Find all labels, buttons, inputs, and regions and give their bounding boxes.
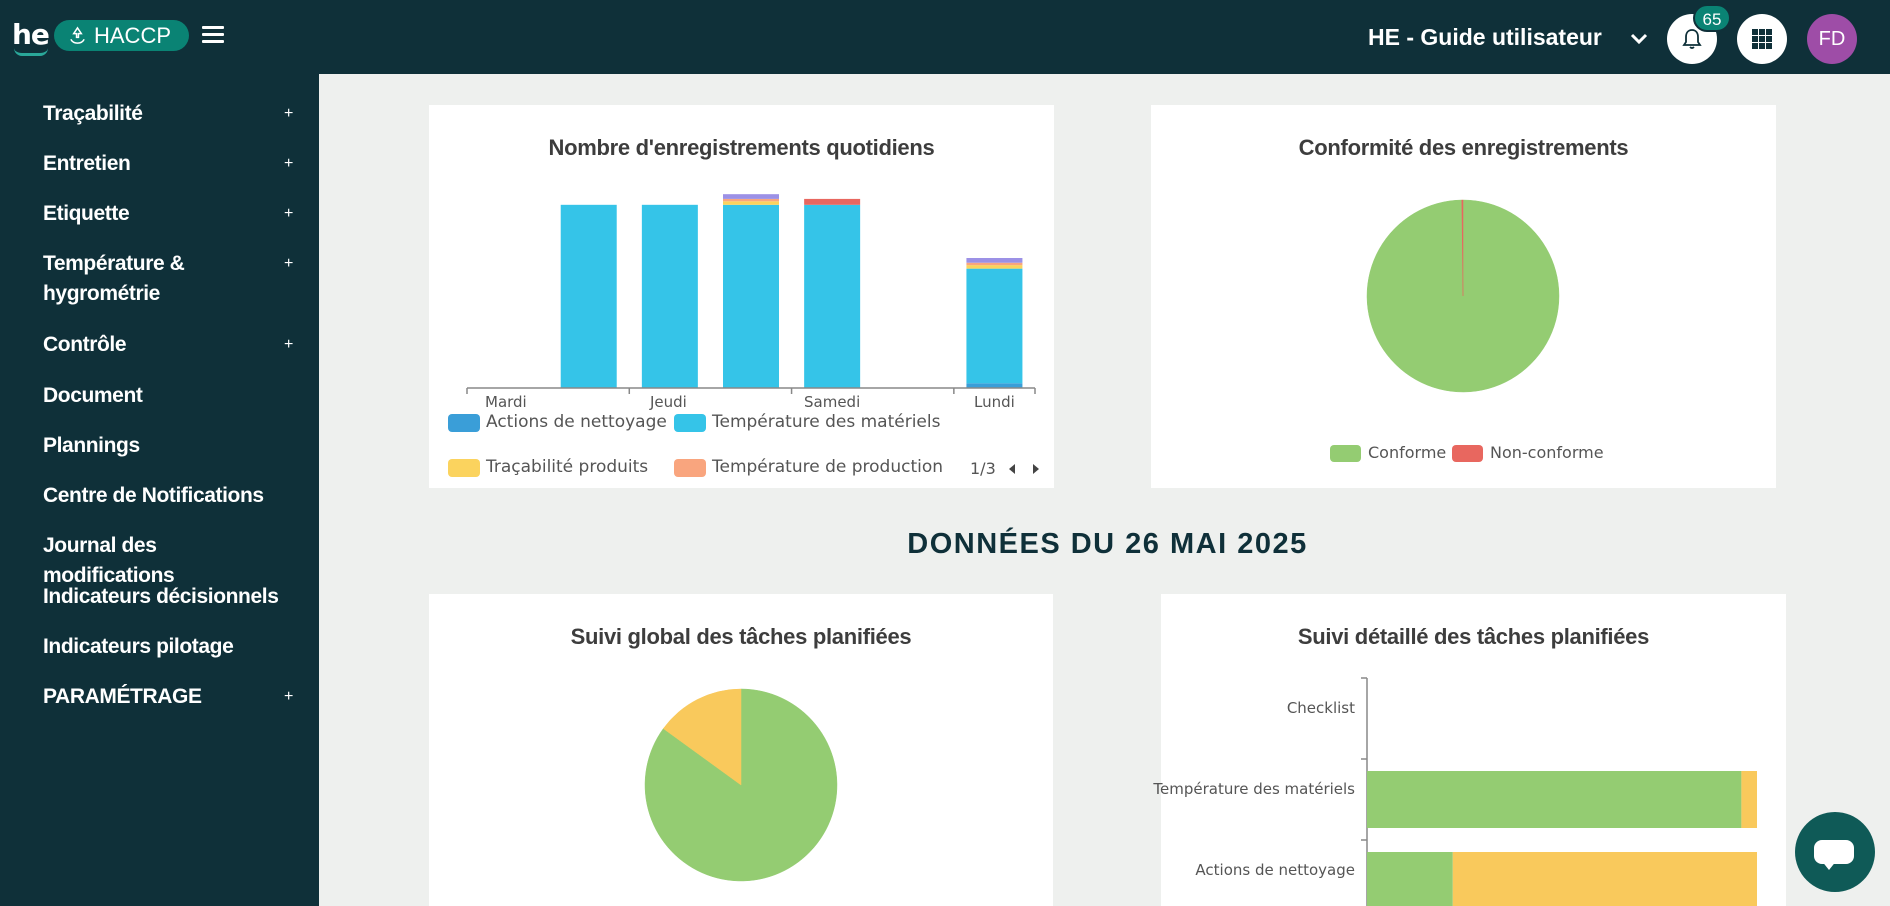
- bar-segment[interactable]: [804, 204, 861, 388]
- sidebar-item-notifications[interactable]: Centre de Notifications: [43, 484, 264, 507]
- tick-label: Mardi: [485, 393, 527, 411]
- chart-title: Conformité des enregistrements: [1298, 135, 1629, 160]
- chart-title: Suivi global des tâches planifiées: [570, 624, 912, 649]
- chat-button[interactable]: [1795, 812, 1875, 892]
- section-heading: DONNÉES DU 26 MAI 2025: [907, 528, 1308, 560]
- global-tasks-pie-chart: [644, 688, 838, 882]
- expand-plus-icon[interactable]: +: [284, 336, 293, 353]
- global-tasks-card: Suivi global des tâches planifiées: [429, 594, 1053, 906]
- legend-swatch[interactable]: [1452, 445, 1483, 462]
- bar-segment[interactable]: [804, 198, 861, 205]
- app-badge[interactable]: HACCP: [54, 20, 190, 51]
- expand-plus-icon[interactable]: +: [284, 688, 293, 705]
- daily-records-card: Nombre d'enregistrements quotidiens Mard…: [429, 105, 1054, 488]
- legend-swatch[interactable]: [674, 414, 706, 432]
- bar-segment[interactable]: [723, 204, 779, 388]
- bar-segment[interactable]: [1367, 852, 1453, 906]
- logo[interactable]: he: [12, 18, 50, 51]
- legend-next-icon[interactable]: [1031, 463, 1041, 475]
- bell-icon: [1682, 29, 1702, 49]
- legend-swatch[interactable]: [1330, 445, 1361, 462]
- bar-segment[interactable]: [1367, 771, 1742, 828]
- legend-label[interactable]: Température des matériels: [712, 412, 941, 432]
- legend-prev-icon[interactable]: [1007, 463, 1017, 475]
- recycle-icon: [70, 26, 85, 44]
- chart-title: Nombre d'enregistrements quotidiens: [548, 135, 935, 160]
- bar-segment[interactable]: [966, 258, 1023, 263]
- apps-grid-button[interactable]: [1737, 14, 1787, 64]
- legend-label[interactable]: Non-conforme: [1490, 443, 1604, 462]
- category-label: Checklist: [1286, 699, 1355, 717]
- detailed-tasks-card: Suivi détaillé des tâches planifiées Che…: [1153, 594, 1786, 906]
- expand-plus-icon[interactable]: +: [284, 155, 293, 172]
- sidebar-item-tracabilite[interactable]: Traçabilité +: [43, 99, 293, 129]
- grid-icon: [1752, 29, 1772, 49]
- pie-slice[interactable]: [662, 688, 742, 786]
- category-label: Actions de nettoyage: [1195, 861, 1355, 879]
- compliance-pie-chart: [1366, 199, 1560, 393]
- category-label: Température des matériels: [1153, 780, 1355, 798]
- chart-title: Suivi détaillé des tâches planifiées: [1297, 624, 1650, 649]
- bar-segment[interactable]: [966, 383, 1023, 388]
- daily-records-chart: [466, 194, 1036, 394]
- legend-swatch[interactable]: [448, 414, 480, 432]
- sidebar-item-parametrage[interactable]: PARAMÉTRAGE +: [43, 682, 293, 712]
- sidebar-item-indicateurs-pilotage[interactable]: Indicateurs pilotage: [43, 635, 234, 658]
- pie-slice[interactable]: [1461, 199, 1464, 297]
- legend-label[interactable]: Conforme: [1368, 443, 1447, 462]
- compliance-card: Conformité des enregistrements Conforme …: [1151, 105, 1776, 488]
- sidebar-item-etiquette[interactable]: Etiquette +: [43, 199, 293, 229]
- sidebar-item-temperature[interactable]: Température & hygrométrie +: [43, 249, 293, 309]
- bar-segment[interactable]: [723, 194, 779, 199]
- bar-segment[interactable]: [1741, 771, 1757, 828]
- legend-swatch[interactable]: [448, 459, 480, 477]
- notification-count-badge: 65: [1693, 4, 1731, 32]
- sidebar-item-indicateurs-decisionnels[interactable]: Indicateurs décisionnels: [43, 585, 279, 608]
- detailed-tasks-chart: [1361, 677, 1757, 906]
- legend-label[interactable]: Température de production: [712, 457, 944, 477]
- legend-page-indicator: 1/3: [970, 459, 996, 478]
- sidebar-item-plannings[interactable]: Plannings: [43, 434, 140, 457]
- tick-label: Samedi: [804, 393, 861, 411]
- bar-segment[interactable]: [641, 204, 698, 388]
- bar-segment[interactable]: [560, 204, 617, 388]
- expand-plus-icon[interactable]: +: [284, 105, 293, 122]
- menu-toggle-button[interactable]: [202, 26, 224, 46]
- tick-label: Lundi: [974, 393, 1015, 411]
- expand-plus-icon[interactable]: +: [284, 205, 293, 222]
- avatar[interactable]: FD: [1807, 14, 1857, 64]
- sidebar-item-controle[interactable]: Contrôle +: [43, 330, 293, 360]
- bar-segment[interactable]: [966, 262, 1023, 266]
- sidebar: Traçabilité + Entretien + Etiquette + Te…: [0, 74, 319, 906]
- hamburger-icon: [202, 26, 224, 29]
- bar-segment[interactable]: [966, 265, 1023, 269]
- bar-segment[interactable]: [723, 198, 779, 202]
- bar-segment[interactable]: [1452, 852, 1757, 906]
- sidebar-item-document[interactable]: Document: [43, 384, 143, 407]
- top-bar: he HACCP HE - Guide utilisateur 65 FD: [0, 0, 1890, 74]
- sidebar-item-journal[interactable]: Journal des modifications: [43, 534, 175, 587]
- legend-swatch[interactable]: [674, 459, 706, 477]
- bar-segment[interactable]: [966, 268, 1023, 384]
- bar-segment[interactable]: [723, 201, 779, 205]
- expand-plus-icon[interactable]: +: [284, 255, 293, 272]
- sidebar-item-entretien[interactable]: Entretien +: [43, 149, 293, 179]
- chevron-down-icon[interactable]: [1630, 32, 1648, 46]
- app-name: HACCP: [94, 23, 172, 48]
- tick-label: Jeudi: [650, 393, 687, 411]
- legend-label[interactable]: Actions de nettoyage: [486, 412, 667, 432]
- logo-swoosh: [14, 48, 48, 56]
- organization-selector[interactable]: HE - Guide utilisateur: [1368, 24, 1602, 50]
- legend-label[interactable]: Traçabilité produits: [486, 457, 649, 477]
